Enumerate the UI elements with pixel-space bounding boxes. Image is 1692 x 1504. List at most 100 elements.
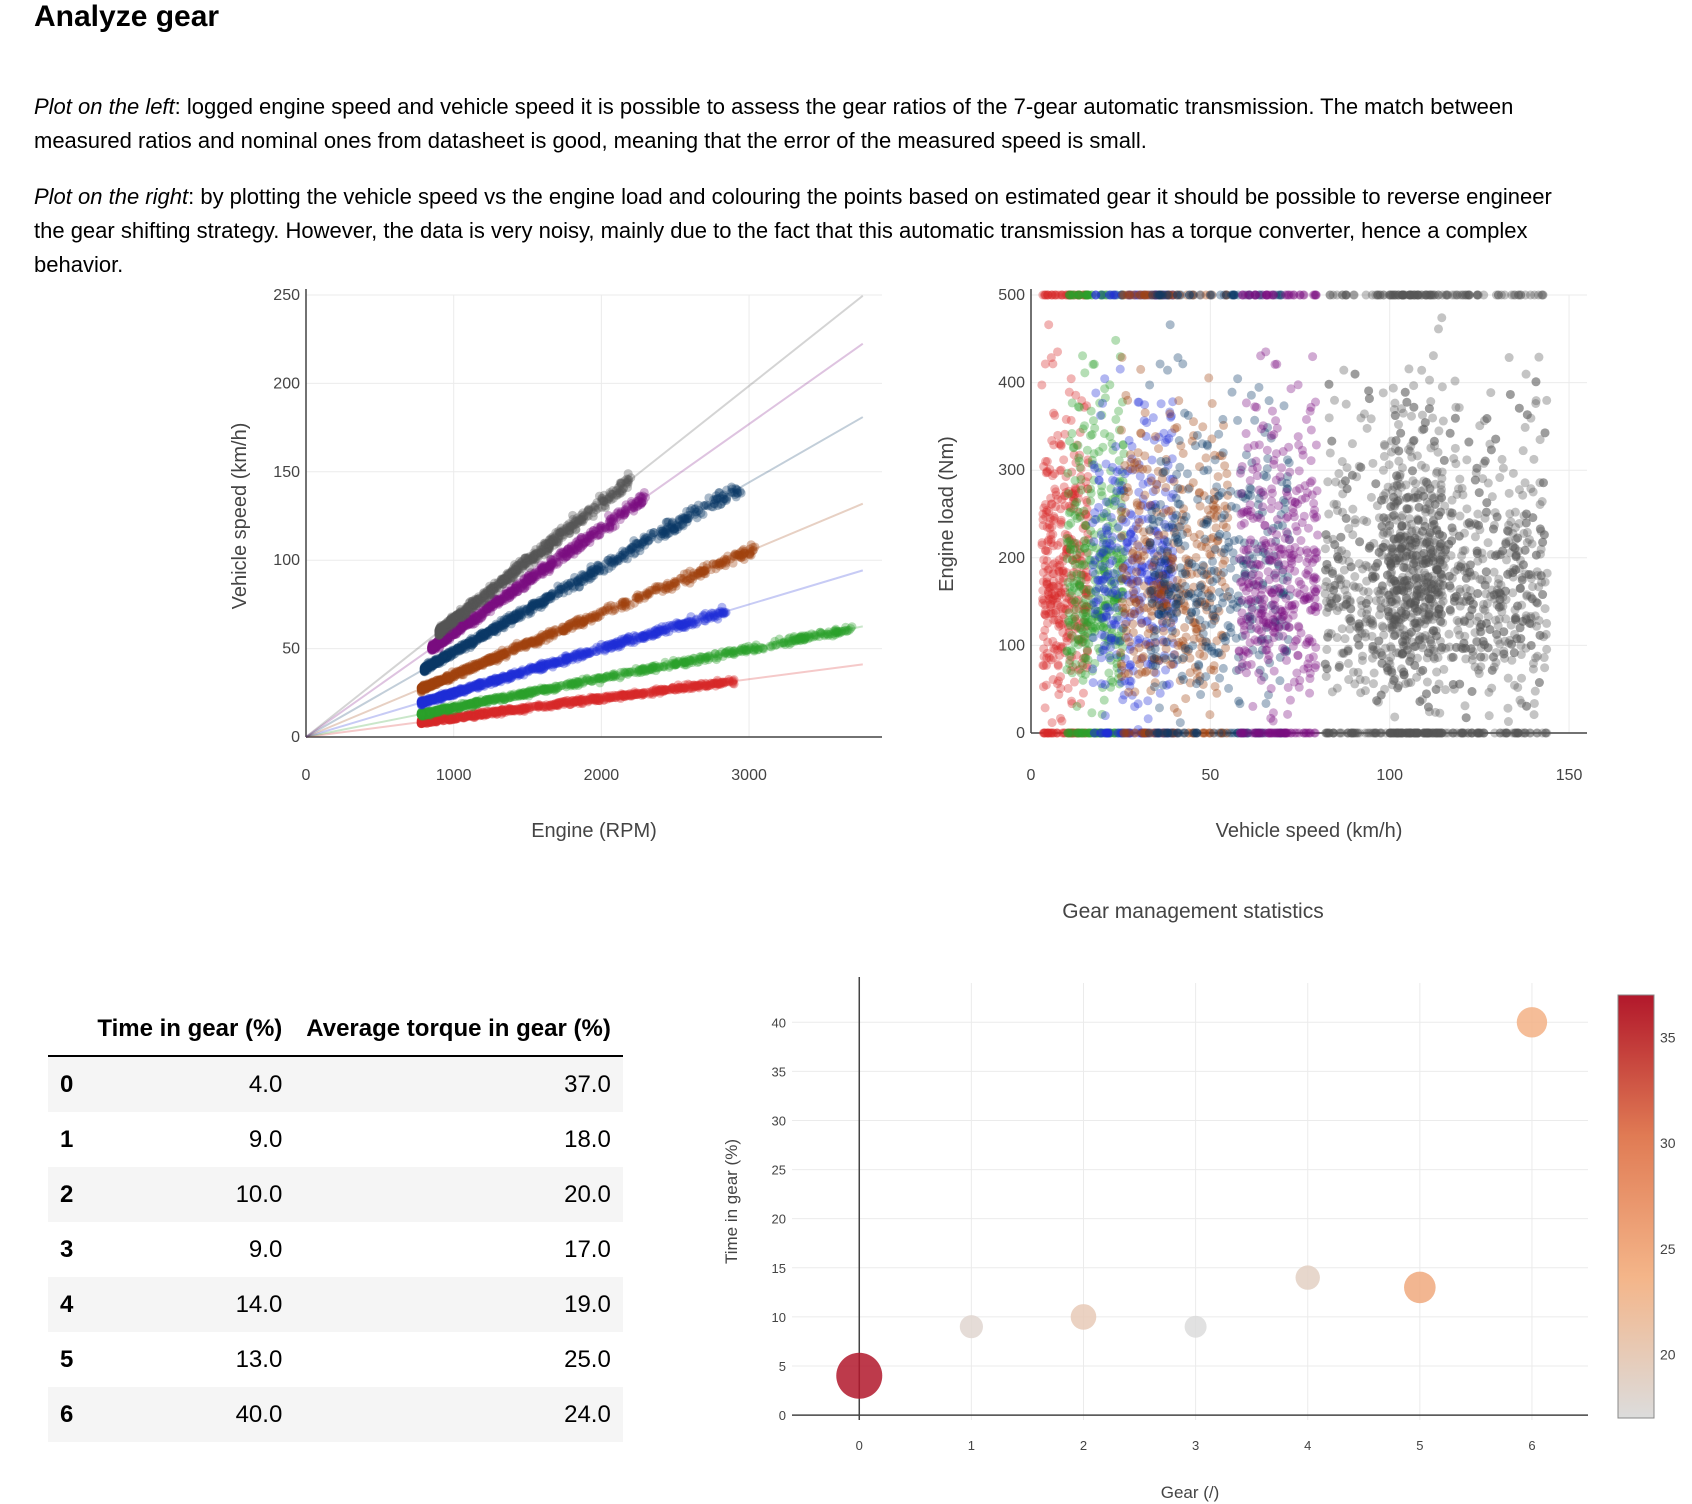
data-point	[450, 714, 460, 724]
data-point	[679, 683, 689, 693]
data-point	[534, 701, 544, 711]
data-point	[505, 706, 515, 716]
data-point	[473, 706, 483, 716]
data-point	[687, 680, 697, 690]
data-point	[422, 717, 432, 727]
data-point	[425, 716, 435, 726]
data-point	[516, 705, 526, 715]
data-point	[458, 713, 468, 723]
data-point	[477, 710, 487, 720]
data-point	[631, 689, 641, 699]
data-point	[619, 690, 629, 700]
data-point	[481, 709, 491, 719]
data-point	[423, 717, 433, 727]
data-point	[718, 677, 728, 687]
data-point	[446, 714, 456, 724]
data-point	[474, 709, 484, 719]
data-point	[729, 675, 739, 685]
data-point	[491, 707, 501, 717]
data-point	[425, 714, 435, 724]
data-point	[416, 717, 426, 727]
paragraph-right-plot: Plot on the right: by plotting the vehic…	[34, 180, 1684, 282]
data-point	[566, 697, 576, 707]
data-point	[499, 706, 509, 716]
data-point	[428, 717, 438, 727]
data-point	[420, 715, 430, 725]
data-point	[419, 718, 429, 728]
data-point	[467, 711, 477, 721]
data-point	[668, 684, 678, 694]
data-point	[655, 688, 665, 698]
data-point	[617, 690, 627, 700]
data-point	[494, 706, 504, 716]
data-point	[416, 715, 426, 725]
data-point	[479, 709, 489, 719]
data-point	[434, 713, 444, 723]
data-point	[424, 716, 434, 726]
data-point	[530, 701, 540, 711]
data-point	[418, 716, 428, 726]
data-point	[427, 717, 437, 727]
data-point	[604, 693, 614, 703]
data-point	[506, 706, 516, 716]
data-point	[417, 718, 427, 728]
data-point	[562, 697, 572, 707]
data-point	[417, 719, 427, 729]
data-point	[659, 686, 669, 696]
data-point	[496, 705, 506, 715]
data-point	[416, 717, 426, 727]
data-point	[625, 691, 635, 701]
data-point	[542, 702, 552, 712]
y-axis-title: Vehicle speed (km/h)	[229, 423, 251, 610]
data-point	[553, 698, 563, 708]
data-point	[493, 706, 503, 716]
data-point	[425, 717, 435, 727]
data-point	[463, 710, 473, 720]
data-point	[522, 704, 532, 714]
data-point	[617, 690, 627, 700]
data-point	[575, 695, 585, 705]
data-point	[601, 692, 611, 702]
data-point	[432, 713, 442, 723]
data-point	[539, 702, 549, 712]
data-point	[502, 704, 512, 714]
data-point	[728, 677, 738, 687]
data-point	[491, 706, 501, 716]
data-point	[545, 701, 555, 711]
data-point	[492, 709, 502, 719]
data-point	[431, 717, 441, 727]
data-point	[572, 696, 582, 706]
data-point	[422, 716, 432, 726]
data-point	[422, 716, 432, 725]
data-point	[519, 706, 529, 716]
data-point	[444, 714, 454, 724]
data-point	[453, 711, 463, 721]
data-point	[447, 714, 457, 724]
data-point	[606, 693, 616, 703]
data-point	[596, 692, 606, 702]
data-point	[479, 711, 489, 721]
data-point	[615, 691, 625, 701]
data-point	[483, 709, 493, 719]
data-point	[498, 708, 508, 718]
data-point	[717, 677, 727, 687]
data-point	[427, 716, 437, 726]
paragraph-left-line1: : logged engine speed and vehicle speed …	[174, 94, 1514, 119]
data-point	[469, 711, 479, 721]
data-point	[416, 718, 426, 728]
data-point	[712, 678, 722, 688]
paragraph-left-italic: Plot on the left	[34, 94, 175, 119]
data-point	[501, 705, 511, 715]
data-point	[420, 717, 430, 727]
data-point	[636, 689, 646, 699]
data-point	[567, 695, 577, 705]
data-point	[603, 692, 613, 702]
data-point	[594, 696, 604, 706]
data-point	[472, 710, 482, 720]
data-point	[418, 718, 428, 728]
data-point	[452, 713, 462, 723]
data-point	[489, 707, 499, 717]
data-point	[611, 691, 621, 701]
data-point	[436, 715, 446, 725]
